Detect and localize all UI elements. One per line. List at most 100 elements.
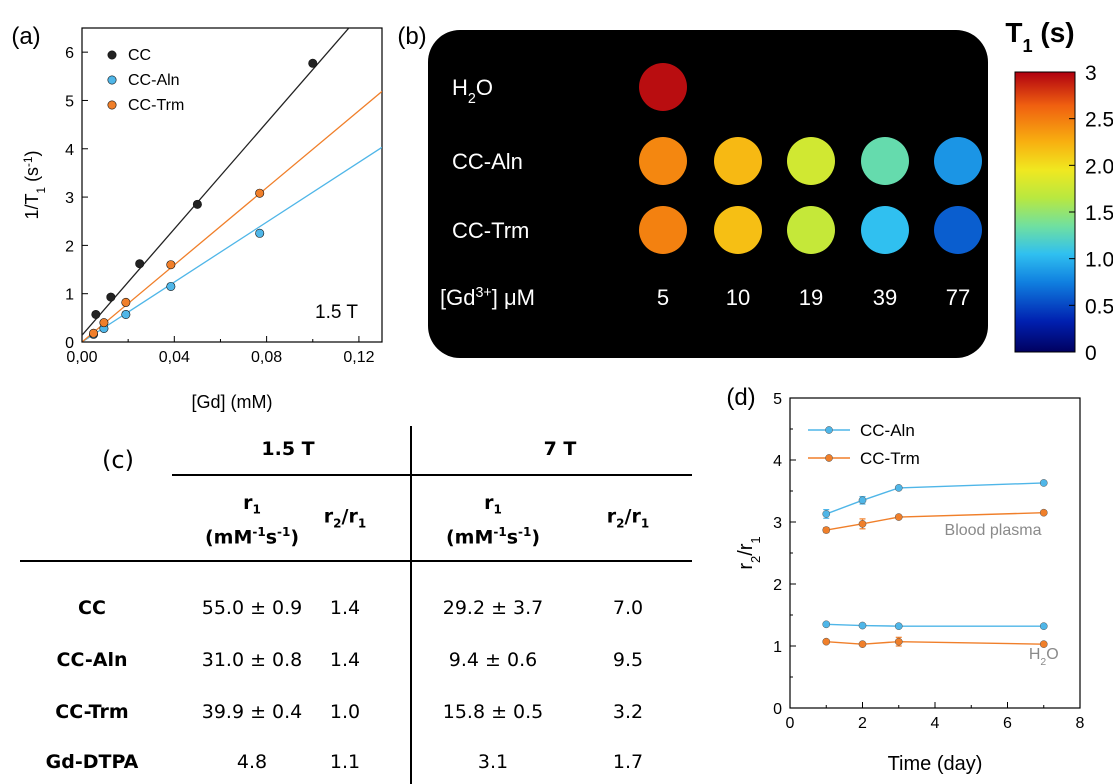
phantom-well (787, 137, 835, 185)
colorbar-tick-label: 2.5 (1085, 109, 1113, 132)
legend-label-cc-trm: CC-Trm (860, 449, 920, 468)
series-line-blood-plasma-cc-trm (826, 512, 1044, 531)
colorbar-tick-label: 1.0 (1085, 249, 1113, 272)
legend-label-cc-aln: CC-Aln (860, 421, 915, 440)
phantom-well (861, 137, 909, 185)
y-tick-label: 2 (65, 238, 74, 255)
panel-b-label: (b) (397, 23, 426, 50)
point-cc (91, 309, 101, 319)
y-tick-label: 4 (65, 142, 74, 159)
concentration-value: 10 (726, 285, 750, 310)
colorbar-tick-label: 0 (1085, 342, 1097, 365)
data-point (1039, 622, 1048, 631)
row-label-cc-trm: CC-Trm (452, 218, 529, 243)
x-tick-label: 0,00 (66, 349, 97, 366)
panel-a-y-axis-label: 1/T1 (s-1) (22, 151, 48, 220)
y-tick-label: 4 (773, 453, 782, 470)
y-tick-label: 0 (773, 701, 782, 718)
fit-line-cc-aln (82, 146, 382, 342)
panel-a-plot-frame (81, 27, 383, 343)
concentration-value: 39 (873, 285, 897, 310)
colorbar-title: T1 (s) (1005, 17, 1074, 56)
fit-line-cc (82, 28, 350, 336)
point-cc (106, 292, 116, 302)
x-tick-label: 8 (1076, 715, 1085, 732)
data-point (858, 496, 867, 505)
concentration-value: 19 (799, 285, 823, 310)
point-cc-trm (89, 328, 99, 338)
legend-marker-cc-trm (107, 100, 117, 110)
y-tick-label: 6 (65, 45, 74, 62)
concentration-value: 5 (657, 285, 669, 310)
mri-image-background (428, 30, 988, 358)
data-point (1039, 508, 1048, 517)
colorbar-tick-label: 2.0 (1085, 155, 1113, 178)
data-point (822, 510, 831, 518)
colorbar-tick-label: 1.5 (1085, 202, 1113, 225)
x-tick-label: 4 (931, 715, 940, 732)
data-point (822, 620, 831, 629)
panel-a-x-axis-label: [Gd] (mM) (192, 392, 273, 412)
x-tick-label: 6 (1003, 715, 1012, 732)
data-point (894, 513, 903, 521)
point-cc-trm (255, 188, 265, 198)
colorbar-tick-label: 3 (1085, 62, 1097, 85)
data-point (858, 520, 867, 528)
point-cc-trm (99, 318, 109, 328)
series-line-blood-plasma-cc-aln (826, 482, 1044, 515)
y-tick-label: 1 (65, 287, 74, 304)
x-tick-label: 0,12 (343, 349, 374, 366)
annotation-h2o: H2O (1029, 646, 1059, 668)
panel-d: (d) 0 2 4 6 8 0 1 2 3 4 5 Time (day) r2/r1 CC-Aln CC-Tr… (726, 384, 1084, 775)
y-tick-label: 1 (773, 639, 782, 656)
point-cc (308, 58, 318, 68)
point-cc-trm (121, 297, 131, 307)
panel-a-label: (a) (11, 23, 40, 50)
phantom-well (714, 137, 762, 185)
y-tick-label: 3 (773, 515, 782, 532)
legend-label-cc-trm: CC-Trm (128, 97, 184, 114)
legend-marker-cc-trm (825, 454, 833, 462)
row-label-cc-aln: CC-Aln (452, 149, 523, 174)
data-point (1039, 640, 1048, 648)
phantom-well (861, 206, 909, 254)
data-point (858, 621, 867, 630)
legend-label-cc-aln: CC-Aln (128, 72, 180, 89)
data-point (894, 637, 903, 646)
phantom-well (639, 206, 687, 254)
phantom-well (934, 206, 982, 254)
legend-marker-cc (107, 50, 117, 60)
row-label-h2o: H2O (452, 75, 493, 107)
panel-a-field-annotation: 1.5 T (315, 302, 358, 323)
point-cc-aln (166, 281, 176, 291)
y-tick-label: 5 (65, 93, 74, 110)
series-line-h2o-cc-aln (826, 623, 1044, 627)
point-cc-trm (166, 260, 176, 270)
panel-d-x-axis-label: Time (day) (888, 753, 983, 775)
phantom-well (714, 206, 762, 254)
legend-label-cc: CC (128, 47, 151, 64)
legend-marker-cc-aln (825, 426, 833, 434)
data-point (822, 637, 831, 646)
point-cc (192, 199, 202, 209)
point-cc-aln (121, 309, 131, 319)
fit-line-cc-trm (82, 90, 382, 342)
x-tick-label: 0,04 (159, 349, 190, 366)
phantom-well (934, 137, 982, 185)
panel-a: (a) 0,00 0,04 0,08 0,12 0 1 2 3 4 5 6 [Gd] (mM) 1/T1 … (11, 23, 383, 412)
series-line-h2o-cc-trm (826, 640, 1044, 645)
concentration-value: 77 (946, 285, 970, 310)
x-tick-label: 0,08 (251, 349, 282, 366)
y-tick-label: 0 (65, 335, 74, 352)
point-cc (135, 259, 145, 269)
data-point (1039, 479, 1048, 487)
concentration-label: [Gd3+] μM (440, 285, 535, 310)
y-tick-label: 3 (65, 190, 74, 207)
data-point (858, 640, 867, 648)
data-point (822, 526, 831, 534)
legend-marker-cc-aln (107, 75, 117, 85)
panel-d-label: (d) (726, 384, 755, 411)
annotation-blood-plasma: Blood plasma (945, 522, 1042, 539)
panel-d-y-axis-label: r2/r1 (735, 536, 763, 569)
